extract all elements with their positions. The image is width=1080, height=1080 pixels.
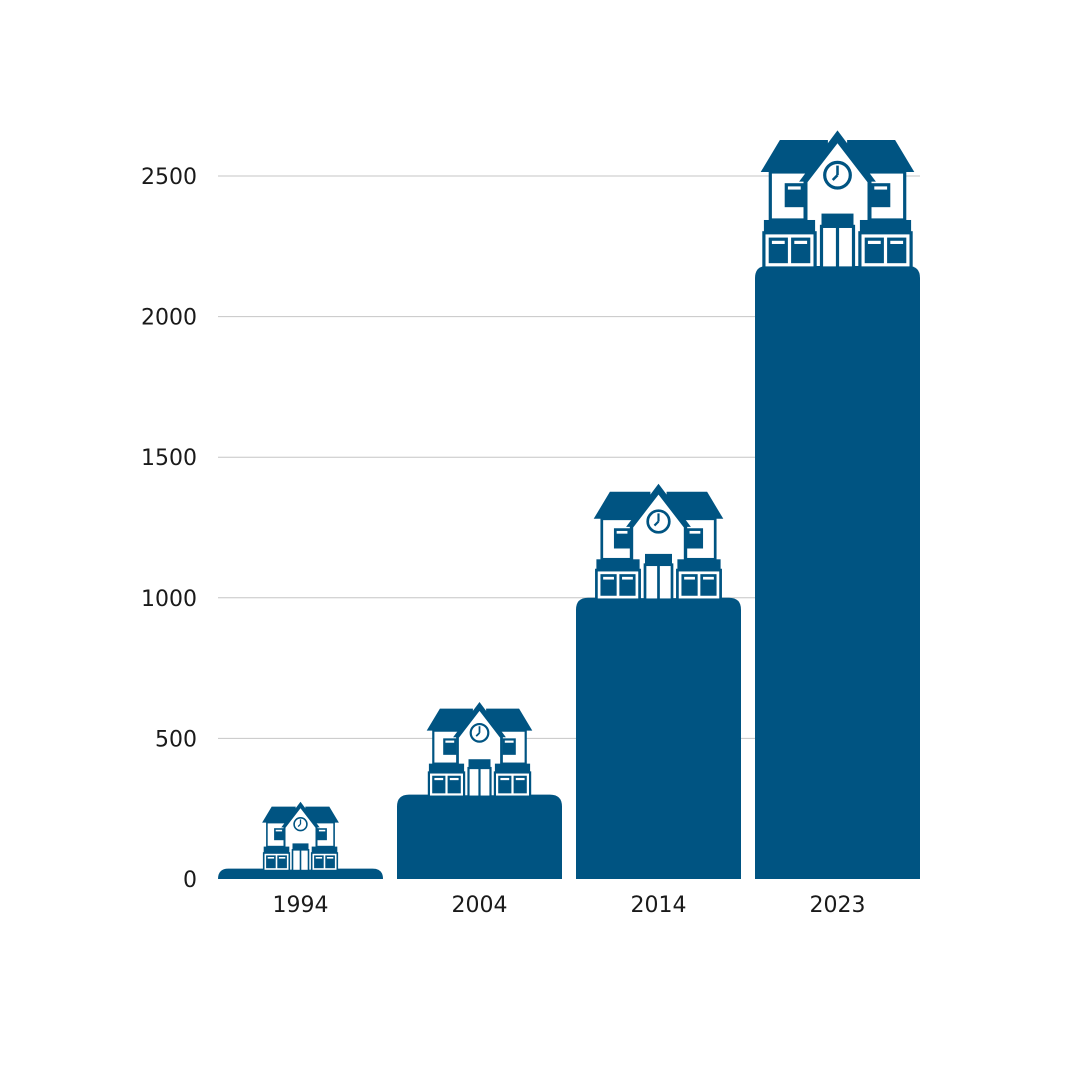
bar-2014 (576, 597, 741, 879)
y-tick-label: 2000 (141, 306, 197, 331)
school-building-icon (761, 130, 915, 268)
bar-2023 (755, 265, 920, 879)
y-tick-label: 0 (183, 868, 197, 893)
y-tick-label: 500 (155, 727, 197, 752)
school-building-icon (425, 700, 534, 799)
y-tick-label: 1000 (141, 587, 197, 612)
bar-2004 (397, 794, 562, 879)
x-tick-label: 1994 (273, 893, 329, 918)
x-axis-ticks: 1994 2004 2014 2023 (273, 893, 866, 918)
school-building-icon (592, 482, 725, 602)
x-tick-label: 2014 (631, 893, 687, 918)
bar-1994 (218, 868, 383, 879)
y-axis-ticks: 0 500 1000 1500 2000 2500 (141, 165, 197, 893)
y-tick-label: 2500 (141, 165, 197, 190)
y-tick-label: 1500 (141, 446, 197, 471)
x-tick-label: 2004 (452, 893, 508, 918)
bars (218, 265, 920, 879)
school-building-icon (261, 800, 340, 872)
x-tick-label: 2023 (810, 893, 866, 918)
